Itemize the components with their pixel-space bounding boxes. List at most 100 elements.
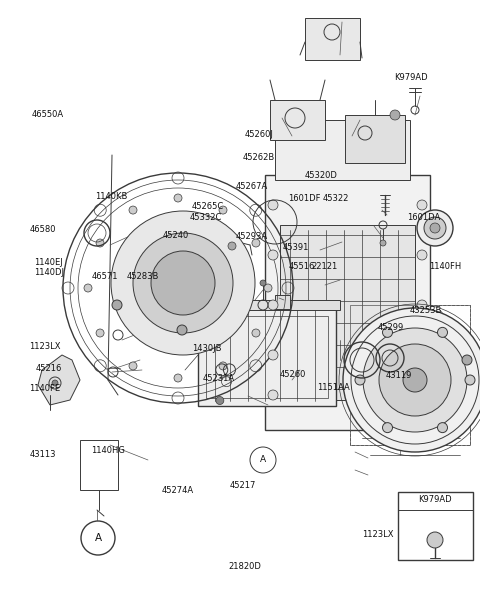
- Bar: [206, 316, 328, 398]
- Circle shape: [403, 368, 427, 392]
- Text: K979AD: K979AD: [394, 72, 428, 82]
- Text: 1601DF: 1601DF: [288, 194, 321, 203]
- Circle shape: [390, 110, 400, 120]
- Circle shape: [260, 280, 266, 286]
- Circle shape: [268, 390, 278, 400]
- Circle shape: [437, 327, 447, 337]
- Polygon shape: [38, 355, 80, 405]
- Text: 1430JB: 1430JB: [192, 343, 221, 353]
- Circle shape: [216, 396, 224, 405]
- Circle shape: [52, 380, 58, 386]
- Circle shape: [417, 300, 427, 310]
- Text: 43113: 43113: [30, 450, 57, 459]
- Text: 45293A: 45293A: [236, 232, 268, 241]
- Bar: [280, 225, 415, 400]
- Circle shape: [219, 206, 227, 214]
- Bar: [275, 120, 410, 180]
- Circle shape: [84, 284, 92, 292]
- Text: 45274A: 45274A: [162, 485, 193, 495]
- Circle shape: [268, 250, 278, 260]
- Text: 46550A: 46550A: [31, 110, 63, 119]
- Text: 45262B: 45262B: [243, 153, 276, 163]
- Text: 1140FH: 1140FH: [429, 262, 461, 271]
- Text: 45299: 45299: [378, 323, 404, 332]
- Circle shape: [252, 239, 260, 247]
- Text: 45320D: 45320D: [304, 171, 337, 180]
- Circle shape: [250, 447, 276, 473]
- Text: 1151AA: 1151AA: [317, 383, 349, 392]
- Circle shape: [383, 327, 393, 337]
- Circle shape: [112, 300, 122, 310]
- Text: 21820D: 21820D: [228, 562, 261, 571]
- Text: 45260: 45260: [280, 369, 306, 379]
- Text: 1140KB: 1140KB: [95, 191, 128, 201]
- Text: 1140FE: 1140FE: [29, 383, 60, 393]
- Circle shape: [417, 350, 427, 360]
- Text: 45322: 45322: [323, 194, 349, 203]
- Circle shape: [228, 242, 236, 250]
- Text: 45391: 45391: [283, 243, 309, 253]
- Circle shape: [343, 308, 480, 452]
- Circle shape: [177, 325, 187, 335]
- Circle shape: [437, 423, 447, 433]
- Bar: [275, 295, 290, 309]
- Text: 1140DJ: 1140DJ: [35, 267, 64, 277]
- Circle shape: [96, 329, 104, 337]
- Bar: [265, 175, 430, 430]
- Bar: [345, 115, 405, 163]
- Circle shape: [268, 350, 278, 360]
- Circle shape: [363, 328, 467, 432]
- Text: 43253B: 43253B: [409, 306, 442, 316]
- Text: 45267A: 45267A: [236, 181, 268, 191]
- Circle shape: [81, 521, 115, 555]
- Circle shape: [424, 217, 446, 239]
- Text: 45283B: 45283B: [127, 272, 159, 281]
- Bar: [350, 305, 470, 445]
- Circle shape: [219, 362, 227, 370]
- Text: 45260J: 45260J: [245, 130, 274, 139]
- Text: 1140EJ: 1140EJ: [35, 257, 63, 267]
- Text: 45265C: 45265C: [191, 201, 224, 211]
- Circle shape: [355, 375, 365, 385]
- Circle shape: [133, 233, 233, 333]
- Circle shape: [417, 200, 427, 210]
- Text: 45332C: 45332C: [189, 213, 222, 223]
- Bar: [305, 18, 360, 60]
- Bar: [350, 305, 470, 445]
- Text: 45217: 45217: [229, 481, 255, 490]
- Text: 45516: 45516: [288, 262, 314, 271]
- Circle shape: [417, 250, 427, 260]
- Text: 22121: 22121: [312, 262, 337, 271]
- Text: 45216: 45216: [36, 363, 62, 373]
- Circle shape: [264, 284, 272, 292]
- Text: 1123LX: 1123LX: [362, 530, 394, 540]
- Circle shape: [268, 300, 278, 310]
- Circle shape: [129, 206, 137, 214]
- Circle shape: [465, 375, 475, 385]
- Circle shape: [111, 211, 255, 355]
- Text: 1601DA: 1601DA: [407, 213, 440, 223]
- Circle shape: [252, 329, 260, 337]
- Text: 1123LX: 1123LX: [29, 342, 60, 351]
- Circle shape: [268, 200, 278, 210]
- Text: K979AD: K979AD: [418, 495, 452, 505]
- Bar: [398, 492, 473, 560]
- Circle shape: [427, 532, 443, 548]
- Circle shape: [430, 223, 440, 233]
- Text: 1140HG: 1140HG: [91, 446, 125, 455]
- Bar: [270, 100, 325, 140]
- Circle shape: [96, 239, 104, 247]
- Circle shape: [383, 423, 393, 433]
- Text: A: A: [260, 455, 266, 465]
- Text: 43119: 43119: [385, 370, 411, 380]
- Circle shape: [462, 355, 472, 365]
- Text: 45231A: 45231A: [203, 373, 234, 383]
- Circle shape: [151, 251, 215, 315]
- Text: 45240: 45240: [163, 230, 189, 240]
- Circle shape: [417, 390, 427, 400]
- Circle shape: [380, 240, 386, 246]
- Bar: [80, 440, 118, 490]
- Text: A: A: [95, 533, 102, 543]
- Bar: [198, 308, 336, 406]
- Text: 46580: 46580: [30, 225, 56, 234]
